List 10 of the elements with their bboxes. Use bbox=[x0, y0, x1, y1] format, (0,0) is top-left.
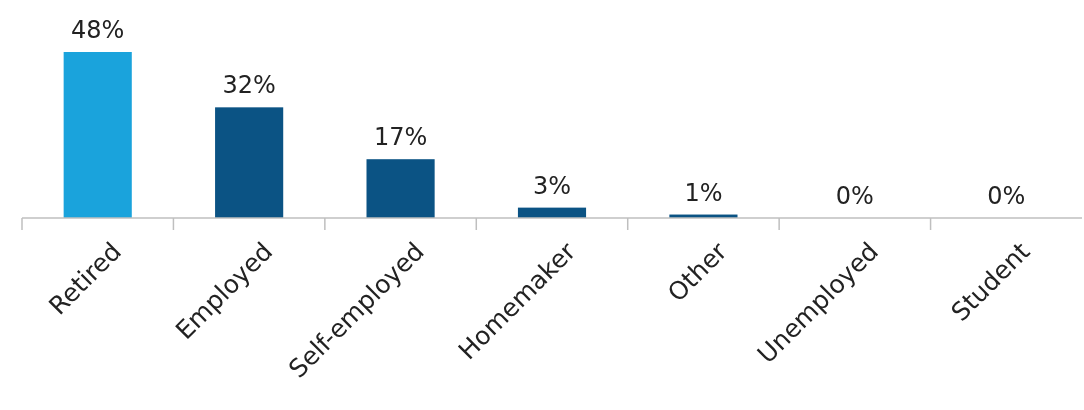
data-label: 32% bbox=[222, 71, 276, 100]
data-label: 17% bbox=[373, 123, 428, 152]
data-label: 0% bbox=[987, 182, 1026, 210]
bar bbox=[215, 107, 284, 218]
data-label: 0% bbox=[835, 182, 874, 210]
bar bbox=[366, 159, 435, 218]
data-label: 3% bbox=[532, 171, 572, 200]
data-label: 48% bbox=[71, 16, 125, 44]
data-label: 1% bbox=[684, 178, 723, 207]
bar bbox=[63, 52, 132, 218]
